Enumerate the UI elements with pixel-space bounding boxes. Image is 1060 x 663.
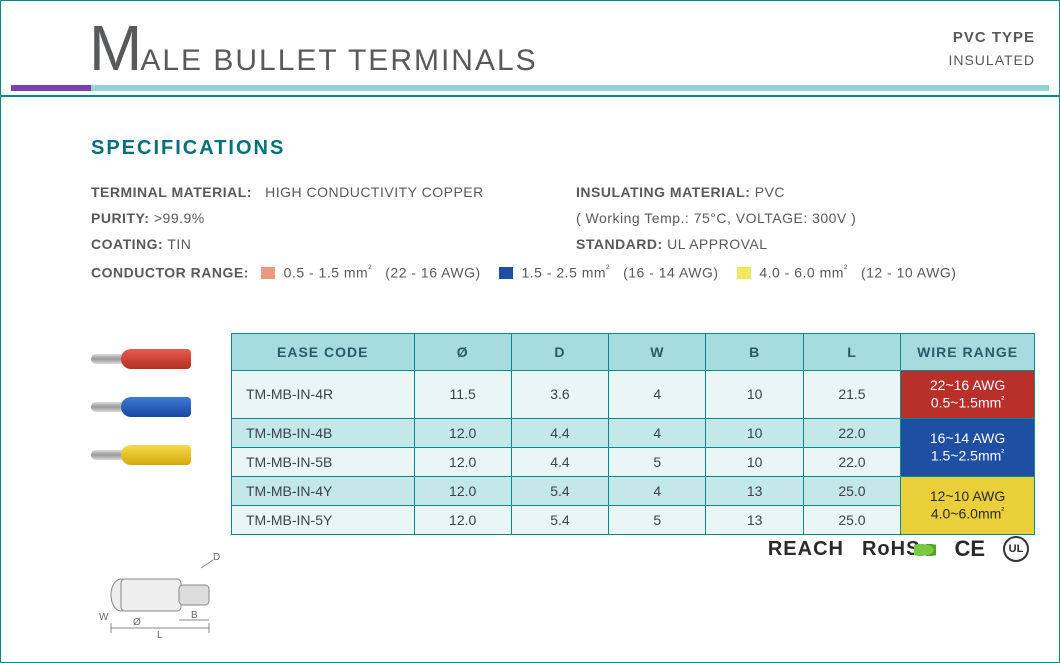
rohs-block: RoHS — [862, 538, 936, 561]
terminal-illustrations — [91, 333, 211, 536]
table-row: TM-MB-IN-4Y 12.0 5.4 4 13 25.0 12~10 AWG… — [232, 477, 1035, 506]
terminal-blue-icon — [91, 387, 211, 427]
wire-range-red: 22~16 AWG 0.5~1.5mm — [901, 370, 1035, 419]
purity-row: PURITY: >99.9% — [91, 210, 550, 226]
col-wire-range: WIRE RANGE — [901, 333, 1035, 370]
datasheet-page: MALE BULLET TERMINALS PVC TYPE INSULATED… — [0, 0, 1060, 663]
swatch-yellow-icon — [737, 267, 751, 279]
range-1-awg: (16 - 14 AWG) — [623, 265, 718, 281]
leaf-icon — [914, 543, 936, 557]
swatch-red-icon — [261, 267, 275, 279]
wire-range-blue: 16~14 AWG 1.5~2.5mm — [901, 419, 1035, 477]
insulated-label: INSULATED — [948, 52, 1035, 68]
range-2-mm: 4.0 - 6.0 mm — [759, 265, 844, 281]
specifications-heading: SPECIFICATIONS — [91, 137, 1035, 160]
col-l: L — [803, 333, 900, 370]
spec-table-wrap: EASE CODE Ø D W B L WIRE RANGE TM-MB-IN-… — [231, 333, 1035, 536]
standard-value: UL APPROVAL — [667, 236, 767, 252]
dimension-diagram: D B W Ø L — [91, 550, 221, 640]
insulating-row: INSULATING MATERIAL: PVC — [576, 184, 1035, 200]
table-row: TM-MB-IN-4R 11.5 3.6 4 10 21.5 22~16 AWG… — [232, 370, 1035, 419]
working-note: ( Working Temp.: 75°C, VOLTAGE: 300V ) — [576, 210, 1035, 226]
spec-col-left: TERMINAL MATERIAL: HIGH CONDUCTIVITY COP… — [91, 184, 550, 262]
spec-table: EASE CODE Ø D W B L WIRE RANGE TM-MB-IN-… — [231, 333, 1035, 536]
range-0-awg: (22 - 16 AWG) — [385, 265, 480, 281]
title-first-letter: M — [89, 11, 142, 85]
svg-text:B: B — [191, 610, 198, 621]
accent-bar-purple — [11, 85, 91, 91]
table-section: EASE CODE Ø D W B L WIRE RANGE TM-MB-IN-… — [1, 333, 1059, 536]
table-row: TM-MB-IN-4B 12.0 4.4 4 10 22.0 16~14 AWG… — [232, 419, 1035, 448]
terminal-yellow-icon — [91, 435, 211, 475]
table-header-row: EASE CODE Ø D W B L WIRE RANGE — [232, 333, 1035, 370]
title-rest: ALE BULLET TERMINALS — [140, 44, 537, 78]
svg-text:D: D — [213, 552, 220, 563]
spec-grid: TERMINAL MATERIAL: HIGH CONDUCTIVITY COP… — [91, 184, 1035, 262]
coating-row: COATING: TIN — [91, 236, 550, 252]
terminal-red-icon — [91, 339, 211, 379]
coating-value: TIN — [167, 236, 191, 252]
conductor-range-label: CONDUCTOR RANGE: — [91, 265, 249, 281]
terminal-material-value: HIGH CONDUCTIVITY COPPER — [265, 184, 484, 200]
col-d: D — [511, 333, 608, 370]
spec-col-right: INSULATING MATERIAL: PVC ( Working Temp.… — [576, 184, 1035, 262]
certifications: REACH RoHS CE UL — [768, 536, 1029, 562]
rohs-label: RoHS — [862, 538, 920, 560]
col-easecode: EASE CODE — [232, 333, 415, 370]
range-2-awg: (12 - 10 AWG) — [861, 265, 956, 281]
standard-row: STANDARD: UL APPROVAL — [576, 236, 1035, 252]
standard-label: STANDARD: — [576, 236, 663, 252]
ul-mark-icon: UL — [1003, 536, 1029, 562]
specifications-section: SPECIFICATIONS TERMINAL MATERIAL: HIGH C… — [1, 97, 1059, 281]
svg-text:W: W — [99, 612, 109, 623]
col-b: B — [706, 333, 803, 370]
range-1-mm: 1.5 - 2.5 mm — [521, 265, 606, 281]
pvc-type-label: PVC TYPE — [948, 29, 1035, 46]
reach-label: REACH — [768, 538, 844, 561]
svg-text:L: L — [157, 630, 163, 640]
purity-value: >99.9% — [154, 210, 205, 226]
range-0-mm: 0.5 - 1.5 mm — [284, 265, 369, 281]
swatch-blue-icon — [499, 267, 513, 279]
coating-label: COATING: — [91, 236, 163, 252]
col-w: W — [609, 333, 706, 370]
accent-bar-teal — [91, 85, 1049, 91]
page-title: MALE BULLET TERMINALS — [89, 11, 538, 85]
col-o: Ø — [414, 333, 511, 370]
page-header: MALE BULLET TERMINALS PVC TYPE INSULATED — [1, 1, 1059, 97]
header-type-block: PVC TYPE INSULATED — [948, 29, 1035, 68]
wire-range-yellow: 12~10 AWG 4.0~6.0mm — [901, 477, 1035, 535]
conductor-range-row: CONDUCTOR RANGE: 0.5 - 1.5 mm (22 - 16 A… — [91, 264, 1035, 281]
purity-label: PURITY: — [91, 210, 149, 226]
terminal-material-row: TERMINAL MATERIAL: HIGH CONDUCTIVITY COP… — [91, 184, 550, 200]
insulating-label: INSULATING MATERIAL: — [576, 184, 750, 200]
terminal-material-label: TERMINAL MATERIAL: — [91, 184, 252, 200]
insulating-value: PVC — [755, 184, 785, 200]
svg-text:Ø: Ø — [133, 617, 141, 628]
ce-mark-icon: CE — [954, 536, 985, 562]
